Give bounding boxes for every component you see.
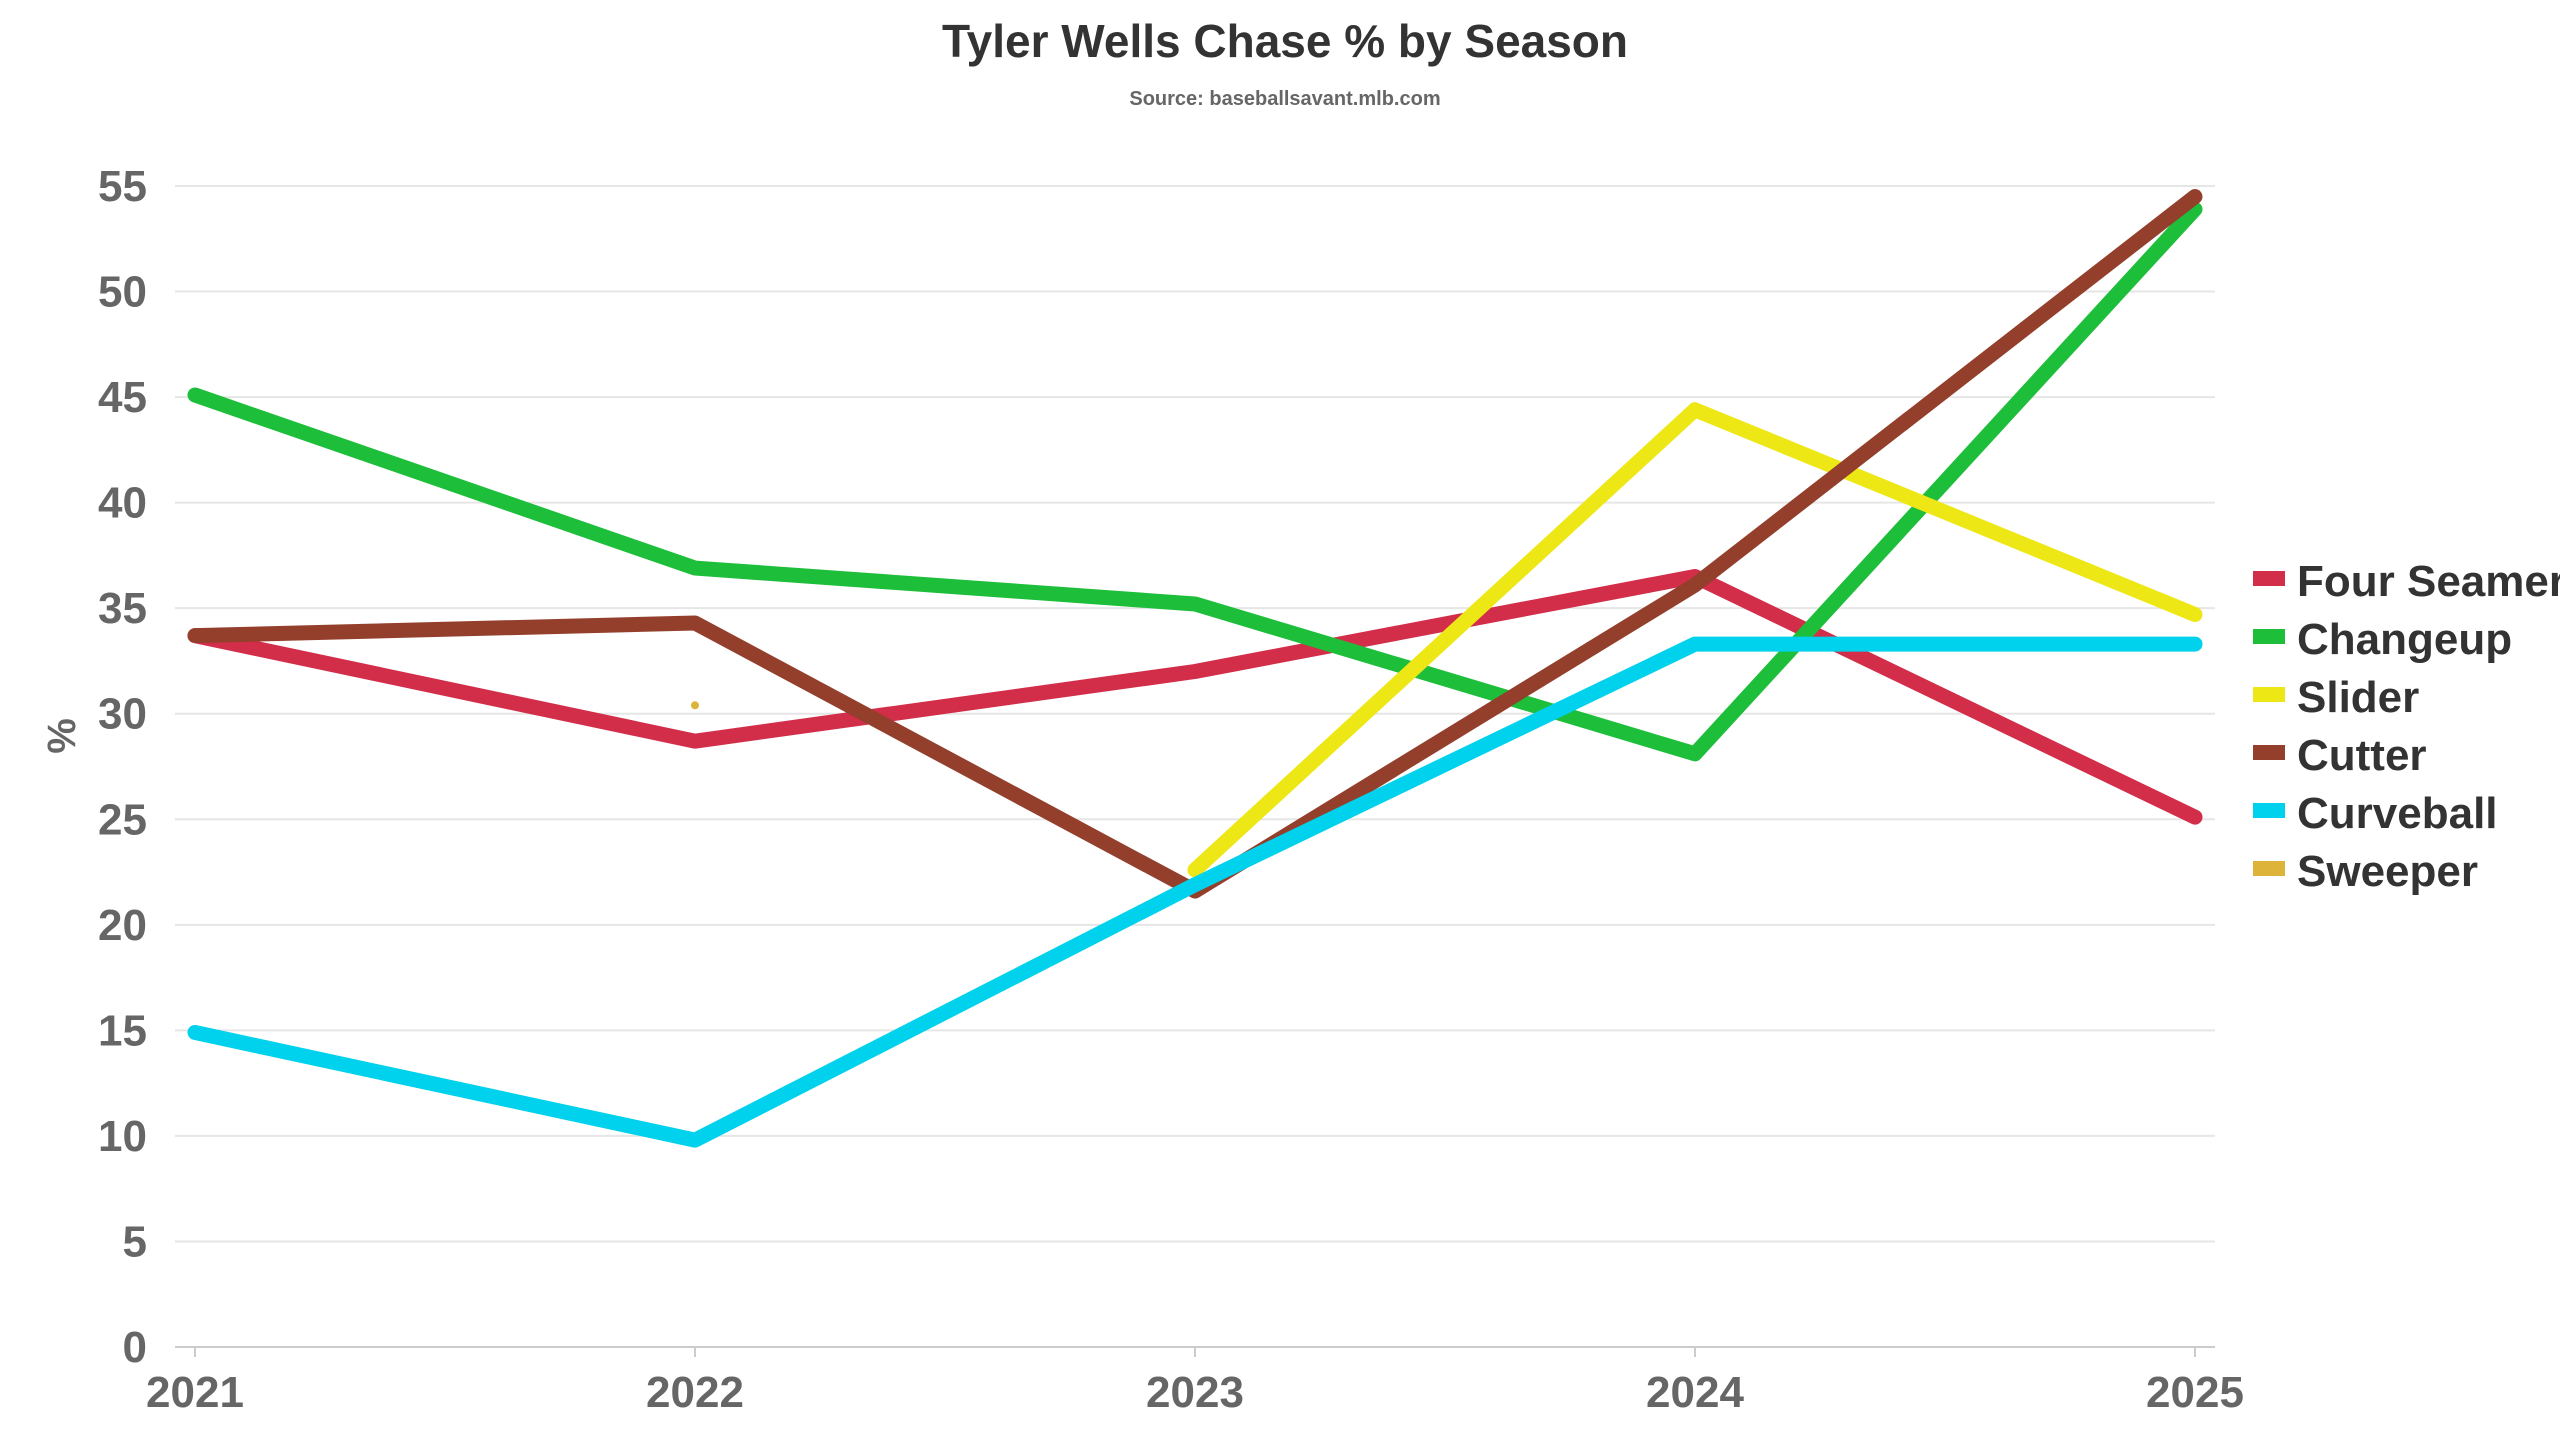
- y-tick-label: 35: [98, 584, 147, 633]
- series-line-slider: [1187, 402, 2203, 878]
- y-tick-label: 50: [98, 268, 147, 317]
- series-line-changeup: [187, 201, 2203, 762]
- x-tick-label: 2024: [1646, 1368, 1744, 1417]
- gridlines: [175, 185, 2215, 1348]
- y-axis-ticks: 0 5 10 15 20 25 30 35 40 45 50 55: [98, 162, 147, 1372]
- y-tick-label: 10: [98, 1112, 147, 1161]
- legend-item-curveball: Curveball: [2253, 789, 2498, 838]
- legend-item-four-seamer: Four Seamer: [2253, 557, 2560, 606]
- x-tick-label: 2021: [146, 1368, 244, 1417]
- chart-subtitle: Source: baseballsavant.mlb.com: [1129, 88, 1440, 110]
- legend-label: Changeup: [2297, 615, 2512, 664]
- x-axis-ticks: 2021 2022 2023 2024 2025: [146, 1347, 2244, 1417]
- y-tick-label: 25: [98, 795, 147, 844]
- legend-item-cutter: Cutter: [2253, 731, 2427, 780]
- y-tick-label: 30: [98, 690, 147, 739]
- y-tick-label: 5: [123, 1217, 147, 1266]
- series-line-four-seamer: [187, 569, 2203, 825]
- legend-label: Sweeper: [2297, 847, 2478, 896]
- legend-swatch: [2253, 745, 2285, 760]
- legend-item-slider: Slider: [2253, 673, 2419, 722]
- legend-label: Four Seamer: [2297, 557, 2560, 606]
- y-tick-label: 55: [98, 162, 147, 211]
- series-slider: [1187, 402, 2203, 878]
- y-tick-label: 40: [98, 479, 147, 528]
- series-curveball: [187, 636, 2203, 1148]
- x-tick-label: 2022: [646, 1368, 744, 1417]
- x-tick-label: 2023: [1146, 1368, 1244, 1417]
- x-tick-label: 2025: [2146, 1368, 2244, 1417]
- series-changeup: [187, 201, 2203, 762]
- series-four-seamer: [187, 569, 2203, 825]
- y-tick-label: 20: [98, 901, 147, 950]
- series-lines: [187, 189, 2203, 1148]
- y-tick-label: 0: [123, 1323, 147, 1372]
- legend-swatch: [2253, 687, 2285, 702]
- legend-item-changeup: Changeup: [2253, 615, 2512, 664]
- legend-swatch: [2253, 629, 2285, 644]
- legend-label: Curveball: [2297, 789, 2498, 838]
- chart-title: Tyler Wells Chase % by Season: [942, 15, 1628, 67]
- legend-swatch: [2253, 861, 2285, 876]
- legend-label: Slider: [2297, 673, 2419, 722]
- legend: Four Seamer Changeup Slider Cutter Curveball…: [2253, 557, 2560, 896]
- series-line-curveball: [187, 636, 2203, 1148]
- y-tick-label: 45: [98, 373, 147, 422]
- y-axis-label: %: [40, 718, 84, 754]
- legend-label: Cutter: [2297, 731, 2427, 780]
- legend-item-sweeper: Sweeper: [2253, 847, 2478, 896]
- series-sweeper: [691, 701, 699, 710]
- legend-swatch: [2253, 571, 2285, 586]
- y-tick-label: 15: [98, 1006, 147, 1055]
- legend-swatch: [2253, 803, 2285, 818]
- data-point-sweeper: [691, 701, 699, 710]
